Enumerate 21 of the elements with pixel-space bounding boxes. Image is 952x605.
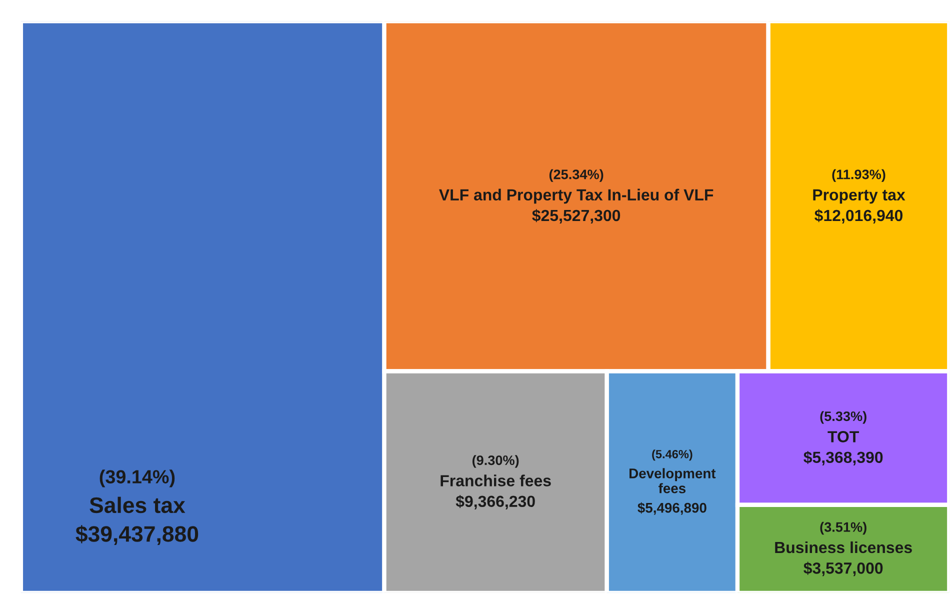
data-label: $5,368,390 (804, 450, 883, 466)
text: (11.93%) (832, 169, 886, 182)
data-label: $3,537,000 (804, 562, 883, 576)
category-label: Sales tax (90, 496, 186, 514)
category-label: VLF and Property Tax In-Lieu of VLF (439, 188, 714, 204)
text: (3.51%) (820, 522, 866, 535)
category-label: TOT (828, 431, 859, 442)
text: (9.30%) (472, 455, 519, 468)
data-label: $9,366,230 (456, 495, 535, 510)
category-label: Business licenses (775, 541, 912, 554)
data-label: $12,016,940 (814, 209, 903, 224)
text: (5.33%) (820, 411, 866, 424)
text: (39.14%) (100, 470, 175, 488)
category-label: Property tax (813, 189, 906, 204)
data-label: $39,437,880 (76, 525, 198, 546)
data-label: $5,496,890 (638, 502, 706, 515)
data-label: $25,527,300 (532, 209, 620, 224)
text: (25.34%) (549, 169, 604, 182)
category-label: Development fees (630, 468, 716, 494)
category-label: Franchise fees (440, 474, 551, 486)
text: (5.46%) (652, 450, 692, 461)
